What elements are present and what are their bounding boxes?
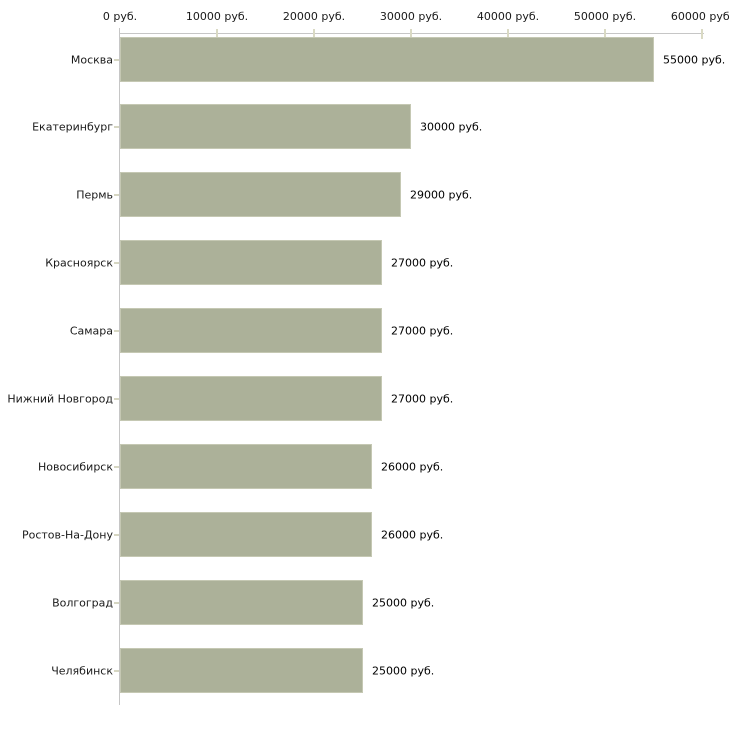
value-label: 25000 руб. bbox=[372, 596, 435, 609]
x-axis-tick-mark bbox=[701, 29, 703, 39]
category-label: Нижний Новгород bbox=[7, 392, 113, 405]
category-label: Москва bbox=[70, 53, 113, 66]
category-label: Самара bbox=[69, 324, 113, 337]
category-label: Екатеринбург bbox=[32, 120, 113, 133]
y-axis-tick-mark bbox=[114, 261, 119, 264]
value-label: 55000 руб. bbox=[663, 53, 726, 66]
x-axis-tick-label: 10000 руб. bbox=[185, 10, 249, 23]
bar-7 bbox=[120, 512, 372, 557]
y-axis-tick-mark bbox=[114, 397, 119, 400]
x-axis-tick-label: 50000 руб. bbox=[573, 10, 637, 23]
x-axis-tick-mark bbox=[507, 29, 509, 39]
value-label: 25000 руб. bbox=[372, 664, 435, 677]
value-label: 27000 руб. bbox=[391, 324, 454, 337]
bar-0 bbox=[120, 37, 654, 82]
value-label: 30000 руб. bbox=[420, 120, 483, 133]
y-axis-tick-mark bbox=[114, 193, 119, 196]
category-label: Красноярск bbox=[45, 256, 113, 269]
value-label: 27000 руб. bbox=[391, 392, 454, 405]
x-axis-tick-label: 40000 руб. bbox=[476, 10, 540, 23]
value-label: 29000 руб. bbox=[410, 188, 473, 201]
bar-3 bbox=[120, 240, 382, 285]
y-axis-tick-mark bbox=[114, 58, 119, 61]
category-label: Ростов-На-Дону bbox=[21, 528, 113, 541]
x-axis-tick-mark bbox=[410, 29, 412, 39]
x-axis-tick-label: 30000 руб. bbox=[379, 10, 443, 23]
bar-2 bbox=[120, 172, 401, 217]
x-axis-tick-label: 20000 руб. bbox=[282, 10, 346, 23]
y-axis-tick-mark bbox=[114, 669, 119, 672]
category-label: Пермь bbox=[76, 188, 113, 201]
bar-9 bbox=[120, 648, 363, 693]
bar-4 bbox=[120, 308, 382, 353]
y-axis-tick-mark bbox=[114, 329, 119, 332]
value-label: 26000 руб. bbox=[381, 528, 444, 541]
x-axis-tick-label: 60000 руб. bbox=[670, 10, 730, 23]
category-label: Челябинск bbox=[51, 664, 113, 677]
bar-8 bbox=[120, 580, 363, 625]
x-axis-tick-label: 0 руб. bbox=[102, 10, 138, 23]
y-axis-line bbox=[119, 28, 120, 705]
bar-6 bbox=[120, 444, 372, 489]
category-label: Новосибирск bbox=[37, 460, 113, 473]
y-axis-tick-mark bbox=[114, 601, 119, 604]
category-label: Волгоград bbox=[52, 596, 113, 609]
y-axis-tick-mark bbox=[114, 125, 119, 128]
y-axis-tick-mark bbox=[114, 465, 119, 468]
bar-5 bbox=[120, 376, 382, 421]
x-axis-tick-mark bbox=[604, 29, 606, 39]
x-axis-tick-mark bbox=[216, 29, 218, 39]
bar-1 bbox=[120, 104, 411, 149]
value-label: 26000 руб. bbox=[381, 460, 444, 473]
value-label: 27000 руб. bbox=[391, 256, 454, 269]
y-axis-tick-mark bbox=[114, 533, 119, 536]
x-axis-tick-mark bbox=[313, 29, 315, 39]
